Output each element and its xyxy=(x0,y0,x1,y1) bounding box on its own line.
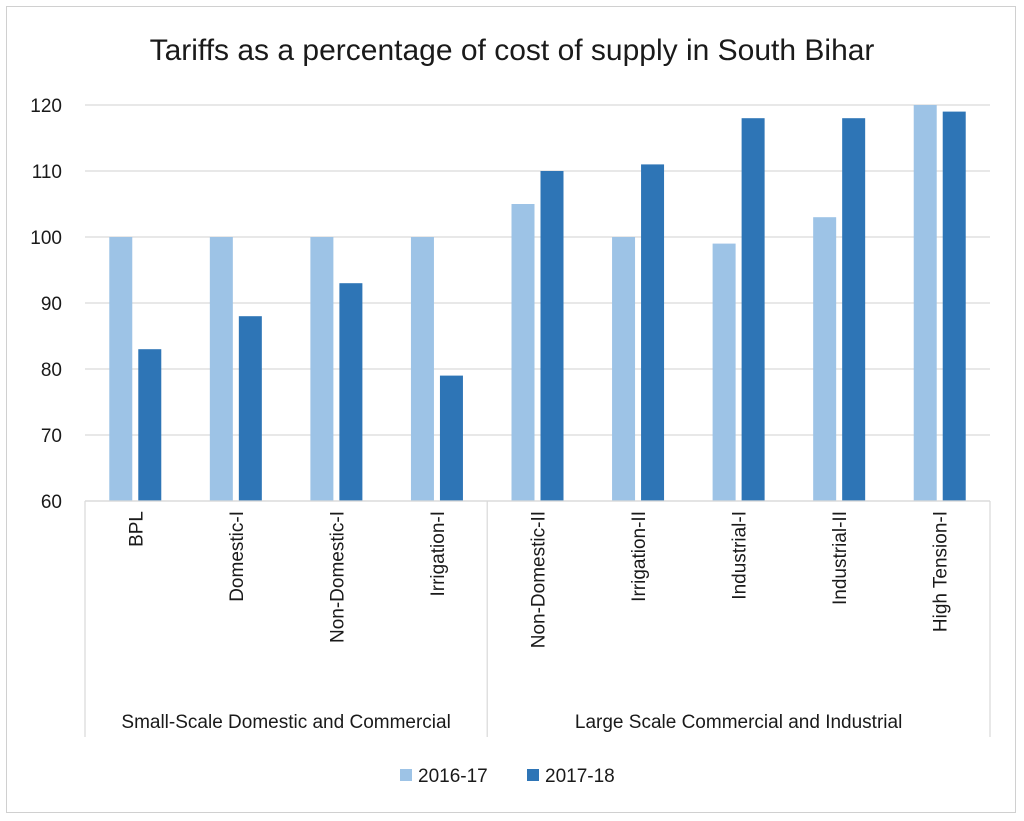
bar-2017-18-Irrigation-II xyxy=(641,164,665,501)
category-labels: BPL Domestic-I Non-Domestic-I Irrigation-I N… xyxy=(126,511,951,648)
category-label: Industrial-II xyxy=(830,511,851,605)
bar-2016-17-Non-Domestic-II xyxy=(511,204,535,501)
bar-2016-17-Domestic-I xyxy=(209,237,233,501)
category-label: High Tension-I xyxy=(931,511,952,632)
category-label: Non-Domestic-I xyxy=(327,511,348,643)
bar-2017-18-BPL xyxy=(138,349,162,501)
chart-title: Tariffs as a percentage of cost of suppl… xyxy=(150,34,875,67)
bar-2017-18-Domestic-I xyxy=(238,316,262,501)
category-label: Non-Domestic-II xyxy=(529,511,550,648)
legend-label: 2016-17 xyxy=(418,766,488,787)
legend: 2016-17 2017-18 xyxy=(400,766,615,787)
bar-2017-18-High Tension-I xyxy=(942,111,966,501)
bar-2016-17-Industrial-I xyxy=(712,243,736,501)
legend-label: 2017-18 xyxy=(545,766,615,787)
y-tick-label: 100 xyxy=(30,228,62,249)
category-label: BPL xyxy=(126,511,147,547)
bar-2016-17-Irrigation-II xyxy=(612,237,636,501)
bar-2017-18-Non-Domestic-II xyxy=(540,171,564,501)
y-tick-label: 110 xyxy=(32,162,62,183)
bar-2016-17-Non-Domestic-I xyxy=(310,237,334,501)
bar-2016-17-Irrigation-I xyxy=(410,237,434,501)
category-label: Industrial-I xyxy=(730,511,751,600)
y-tick-label: 120 xyxy=(30,96,62,117)
y-axis-ticks: 60 70 80 90 100 110 120 xyxy=(30,96,62,513)
bar-2017-18-Industrial-I xyxy=(741,118,765,501)
y-tick-label: 70 xyxy=(41,426,62,447)
bar-2016-17-Industrial-II xyxy=(813,217,837,501)
group-labels: Small-Scale Domestic and Commercial Large… xyxy=(121,712,902,733)
bar-2017-18-Non-Domestic-I xyxy=(339,283,363,501)
axes xyxy=(84,500,991,737)
y-tick-label: 80 xyxy=(41,360,62,381)
category-label: Irrigation-I xyxy=(428,511,449,597)
bar-2017-18-Industrial-II xyxy=(842,118,866,501)
group-label: Small-Scale Domestic and Commercial xyxy=(121,712,450,733)
category-label: Irrigation-II xyxy=(629,511,650,602)
y-tick-label: 90 xyxy=(41,294,62,315)
bars xyxy=(109,105,966,501)
legend-swatch xyxy=(400,769,412,781)
y-tick-label: 60 xyxy=(41,492,62,513)
category-label: Domestic-I xyxy=(227,511,248,602)
legend-swatch xyxy=(527,769,539,781)
bar-2017-18-Irrigation-I xyxy=(439,375,463,501)
bar-2016-17-BPL xyxy=(109,237,133,501)
bar-2016-17-High Tension-I xyxy=(913,105,937,501)
group-label: Large Scale Commercial and Industrial xyxy=(575,712,902,733)
